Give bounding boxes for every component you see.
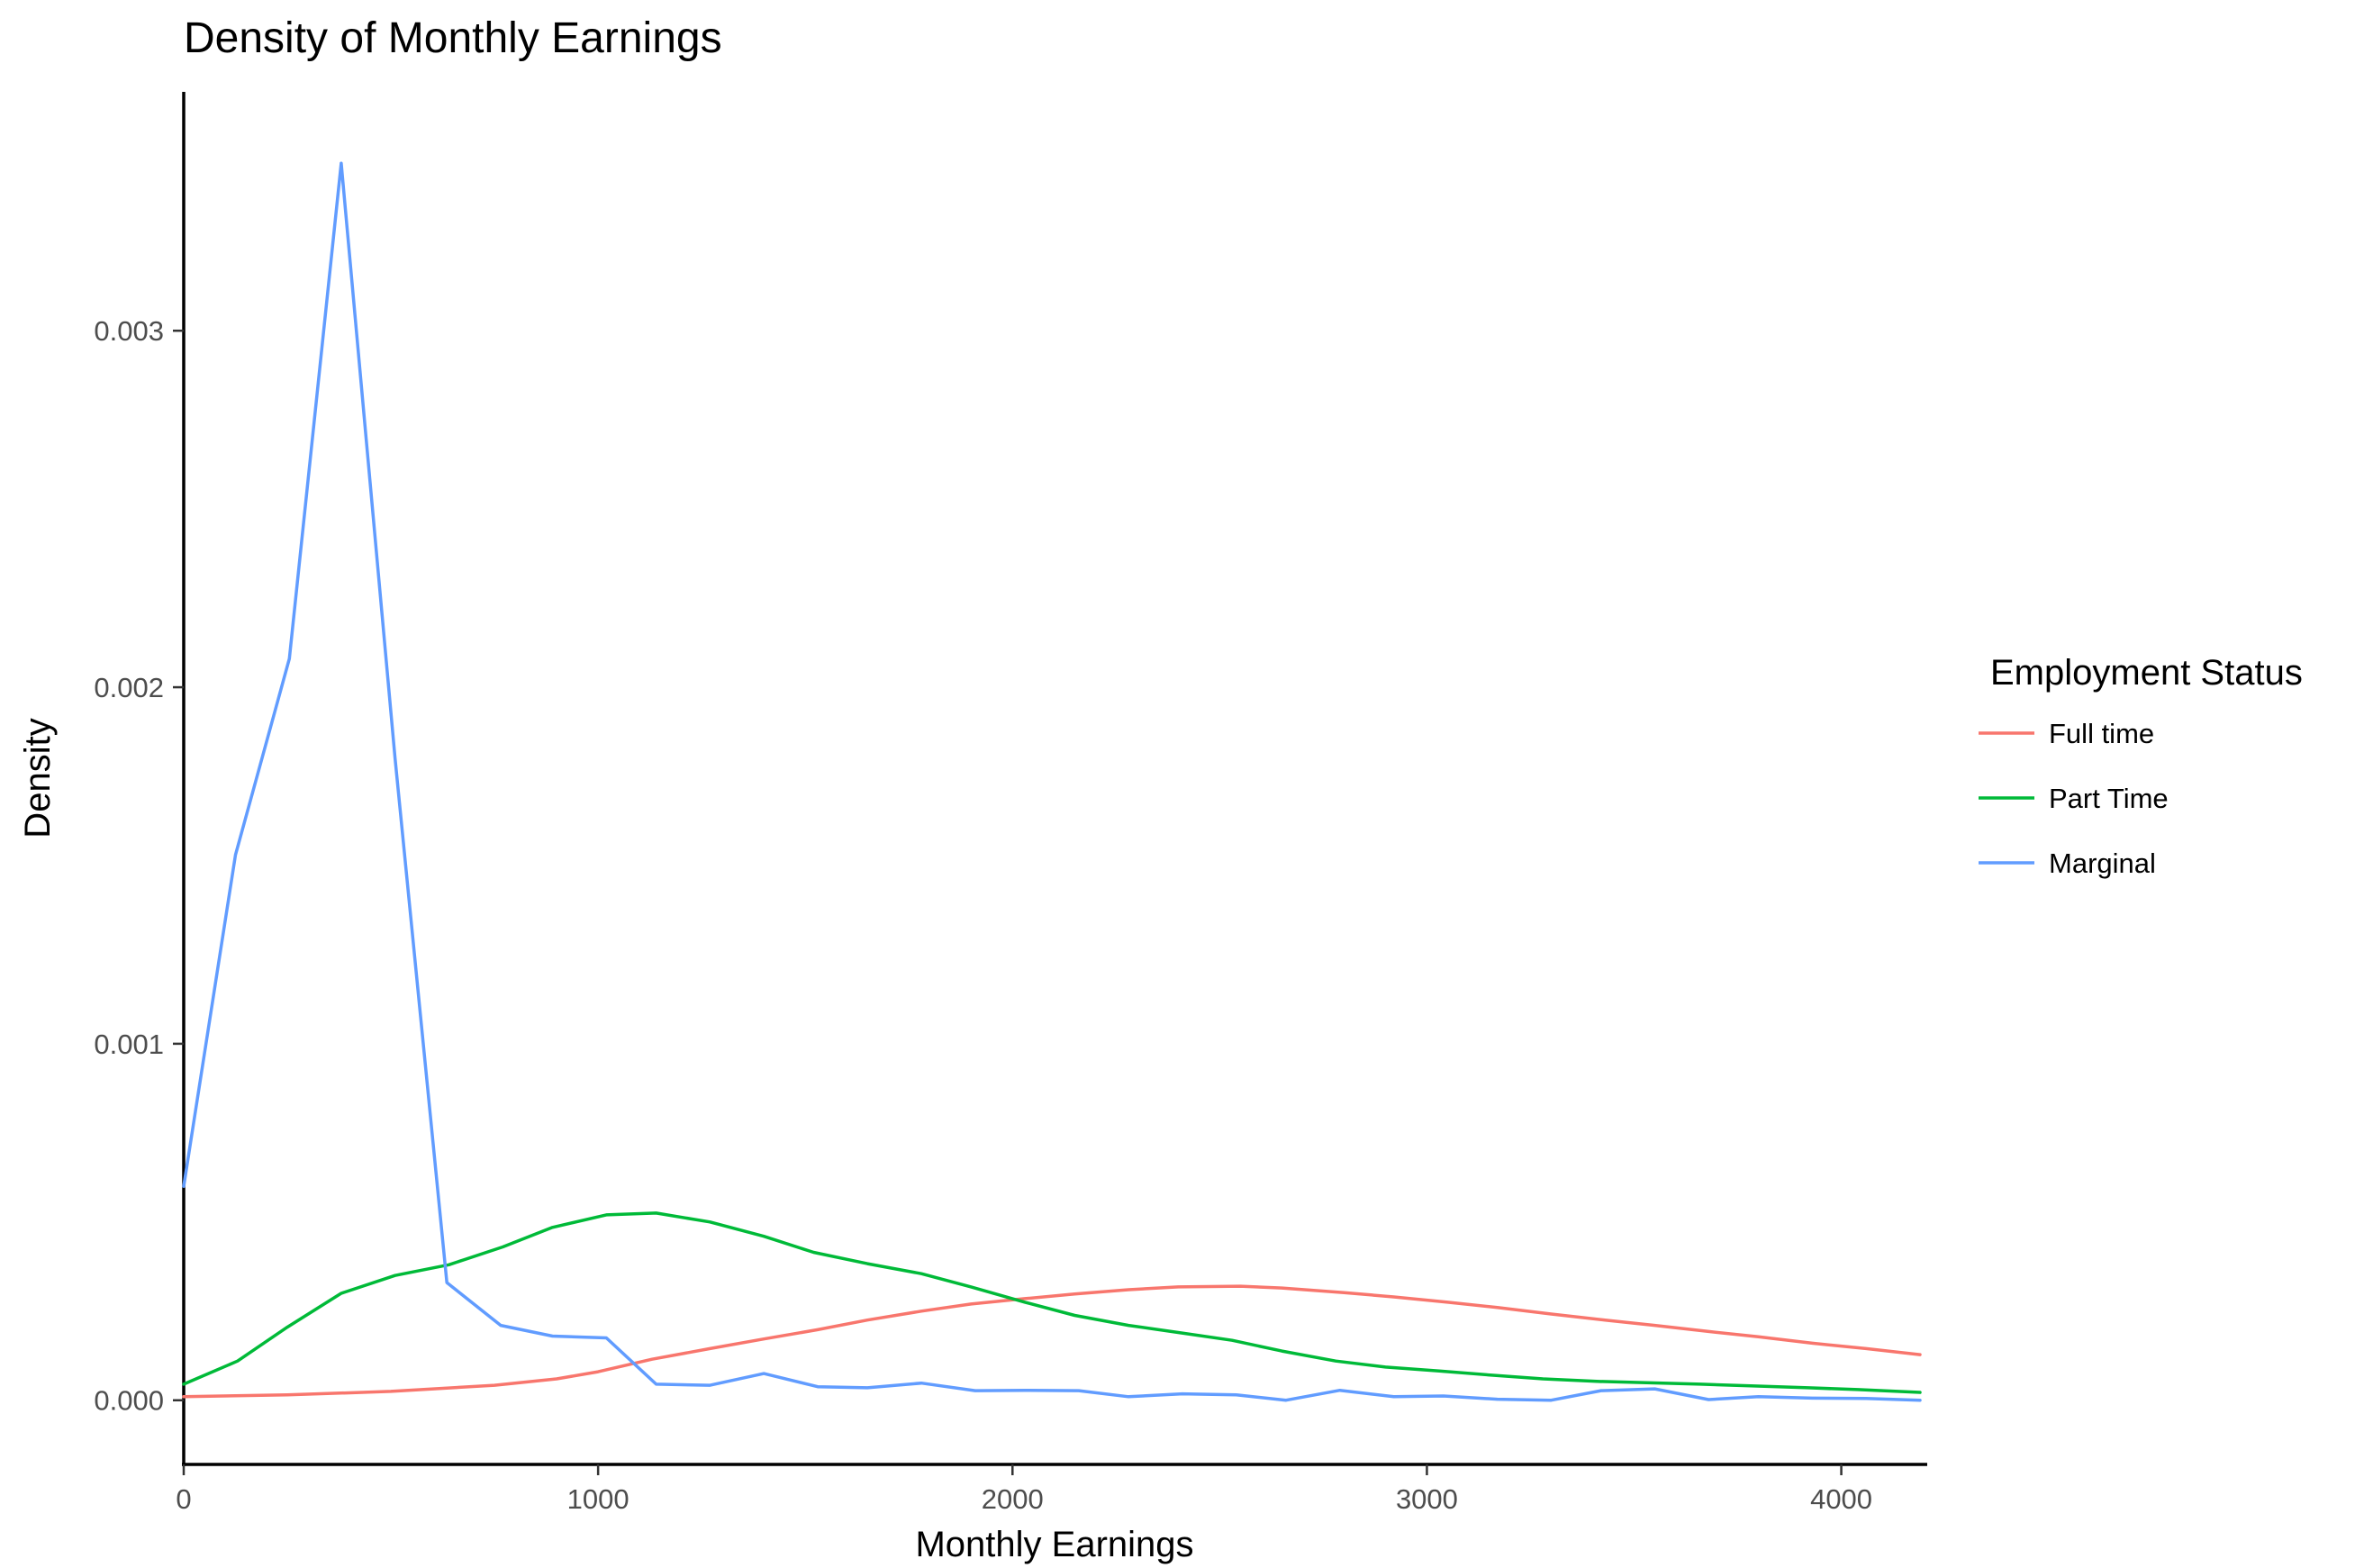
axes (182, 92, 1927, 1466)
x-axis-ticks: 0 1000 2000 3000 4000 (176, 1464, 1872, 1515)
legend-title: Employment Status (1990, 653, 2303, 693)
series-line-full-time (182, 1284, 1922, 1399)
series-line-part-time (182, 1211, 1922, 1394)
y-axis-ticks: 0.000 0.001 0.002 0.003 (94, 315, 184, 1417)
y-tick-label: 0.002 (94, 672, 164, 703)
legend-label-marginal: Marginal (2049, 847, 2156, 879)
legend: Employment Status Full time Part Time Marg… (1979, 653, 2303, 879)
chart-title: Density of Monthly Earnings (184, 14, 722, 62)
x-tick-label: 4000 (1810, 1483, 1872, 1515)
y-tick-label: 0.003 (94, 315, 164, 347)
y-axis-title: Density (18, 718, 58, 838)
x-tick-label: 1000 (567, 1483, 629, 1515)
y-tick-label: 0.001 (94, 1029, 164, 1060)
legend-label-part-time: Part Time (2049, 783, 2169, 814)
series-line-marginal (182, 161, 1922, 1402)
series-group (182, 161, 1922, 1402)
x-tick-label: 0 (176, 1483, 191, 1515)
legend-items: Full time Part Time Marginal (1979, 718, 2169, 879)
legend-label-full-time: Full time (2049, 718, 2154, 749)
x-axis-title: Monthly Earnings (915, 1525, 1193, 1564)
x-tick-label: 2000 (982, 1483, 1044, 1515)
y-tick-label: 0.000 (94, 1385, 164, 1417)
x-tick-label: 3000 (1396, 1483, 1458, 1515)
